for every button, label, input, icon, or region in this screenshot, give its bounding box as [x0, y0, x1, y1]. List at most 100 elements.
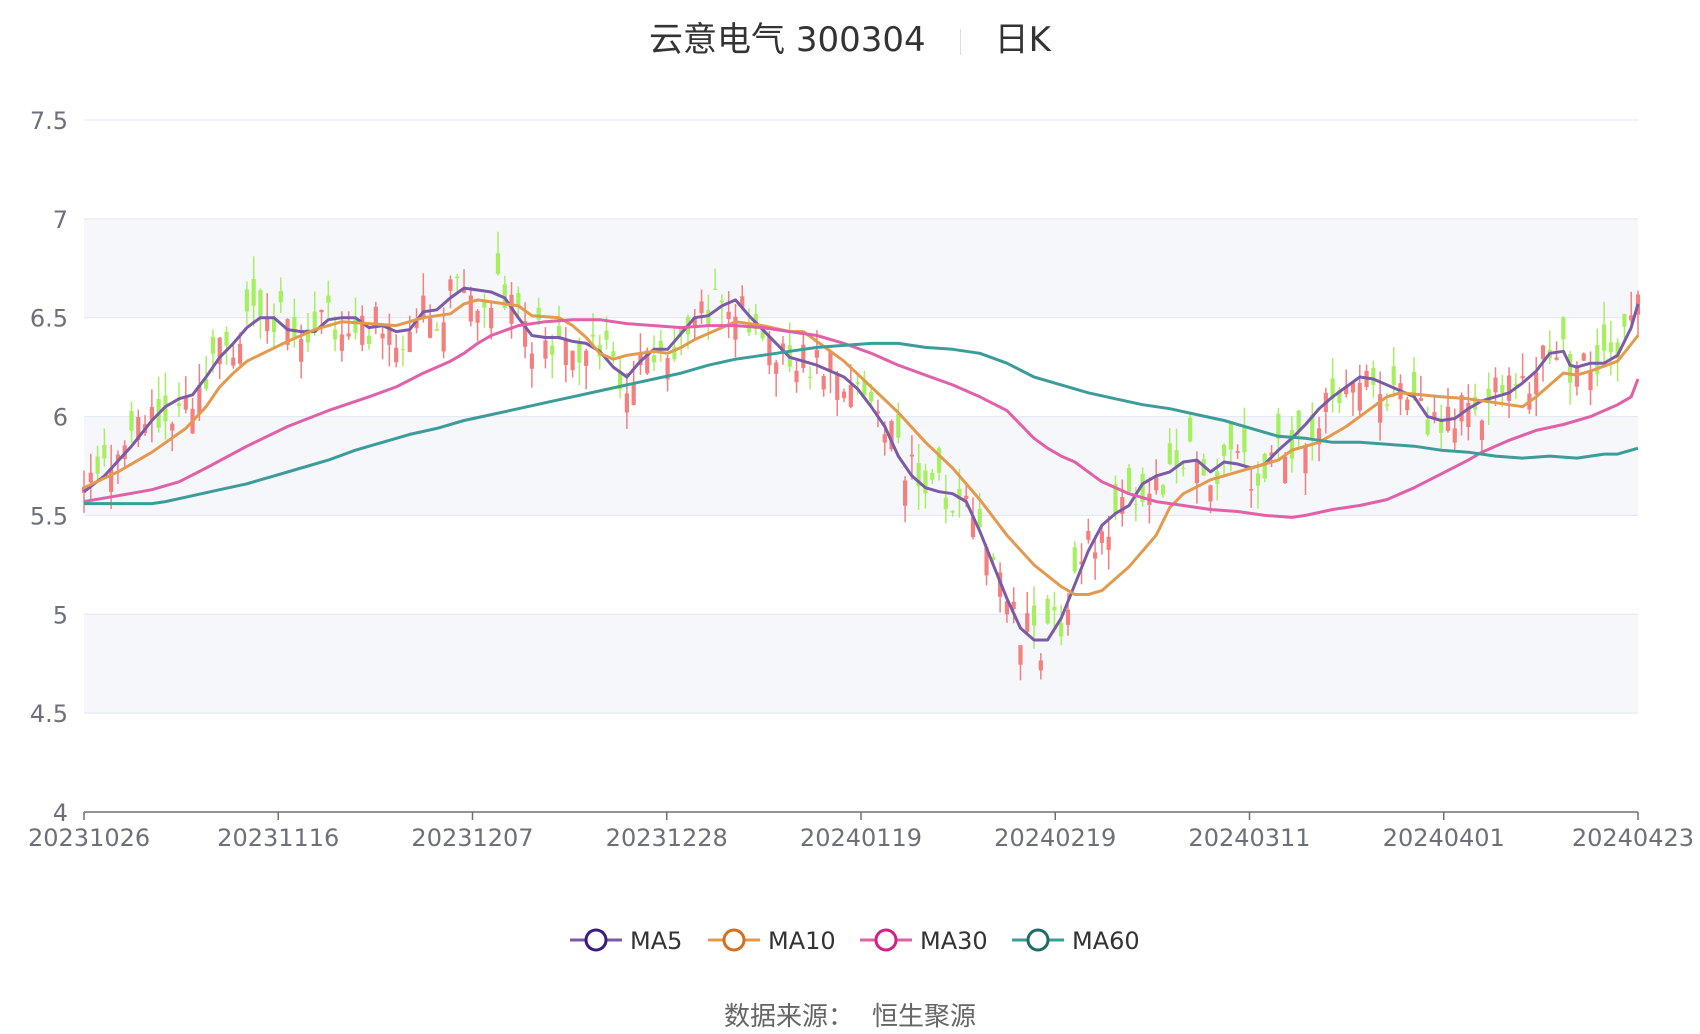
- candle: [231, 344, 236, 369]
- candle-body: [170, 423, 175, 431]
- candle-body: [1350, 381, 1356, 393]
- candle: [1174, 428, 1179, 484]
- candle: [373, 301, 378, 335]
- candle: [794, 361, 799, 393]
- legend-label: MA10: [768, 927, 836, 955]
- candle-body: [1181, 467, 1186, 469]
- candle-body: [427, 318, 433, 338]
- candle-body: [706, 310, 711, 326]
- candle: [468, 286, 473, 327]
- candle-body: [1629, 315, 1634, 321]
- candle: [841, 388, 847, 403]
- y-tick-label: 5.5: [30, 502, 68, 530]
- candle-body: [584, 350, 589, 366]
- candle-body: [733, 316, 738, 340]
- candle-body: [801, 344, 806, 368]
- candle: [719, 294, 724, 326]
- candle: [1086, 518, 1091, 544]
- y-tick-label: 6.5: [30, 305, 68, 333]
- candle: [1330, 358, 1335, 413]
- candle: [665, 355, 670, 392]
- candle-body: [651, 355, 657, 363]
- candle: [332, 316, 338, 352]
- candle: [1534, 356, 1539, 417]
- y-tick-label: 4.5: [30, 700, 68, 728]
- candle-body: [468, 295, 473, 322]
- candle-body: [149, 406, 154, 420]
- candle-body: [1004, 601, 1009, 615]
- candle-body: [1588, 370, 1593, 391]
- candle: [1242, 407, 1247, 466]
- candle-body: [631, 384, 636, 406]
- candle: [455, 274, 460, 291]
- candle-body: [1174, 450, 1179, 468]
- candle: [88, 453, 93, 501]
- x-tick-label: 20240401: [1383, 824, 1505, 852]
- candle: [1160, 483, 1166, 498]
- candle-body: [217, 337, 222, 365]
- candle-body: [957, 488, 962, 500]
- candle: [930, 469, 935, 485]
- candle-body: [991, 556, 996, 561]
- candle-body: [1520, 375, 1525, 379]
- candle-body: [1540, 345, 1546, 360]
- candle-body: [835, 374, 840, 400]
- candle: [536, 297, 541, 326]
- y-tick-label: 6: [53, 404, 68, 432]
- candle-body: [1452, 428, 1457, 443]
- candle-body: [726, 311, 731, 320]
- candle-body: [936, 448, 942, 473]
- candle: [448, 275, 453, 309]
- candle-body: [841, 391, 847, 399]
- candle: [1276, 408, 1281, 462]
- candle-body: [461, 288, 467, 293]
- candle: [156, 376, 161, 433]
- candle-body: [1574, 367, 1580, 387]
- candle: [713, 268, 718, 290]
- candle-body: [360, 315, 365, 345]
- candle-body: [570, 350, 575, 371]
- candle-body: [1391, 366, 1396, 385]
- candle: [889, 419, 894, 452]
- candle: [197, 363, 202, 422]
- candle: [909, 435, 914, 480]
- candle-body: [590, 334, 596, 337]
- candle: [1520, 353, 1525, 384]
- candle-body: [1486, 388, 1491, 402]
- candle-body: [1167, 443, 1172, 465]
- candle: [543, 327, 548, 369]
- candle-body: [1194, 460, 1200, 483]
- candle-body: [407, 331, 412, 352]
- candle-body: [1099, 531, 1104, 543]
- candle: [421, 273, 426, 323]
- candle-body: [271, 318, 277, 333]
- candle-body: [1038, 660, 1043, 671]
- candle-body: [1289, 430, 1295, 459]
- data-source: 数据来源： 恒生聚源: [0, 996, 1700, 1033]
- candle-body: [1106, 536, 1111, 550]
- candle: [1140, 467, 1145, 507]
- candle-body: [930, 472, 935, 480]
- candle: [475, 309, 480, 342]
- title-separator: [959, 29, 961, 55]
- candle: [102, 428, 107, 467]
- candle: [936, 446, 942, 481]
- candle-body: [88, 472, 93, 483]
- period-label: 日K: [994, 20, 1051, 60]
- candle-body: [448, 279, 453, 291]
- candle-body: [672, 346, 677, 360]
- candle-body: [1093, 552, 1098, 559]
- candle: [1167, 428, 1172, 466]
- candle: [875, 399, 881, 428]
- candle-body: [855, 382, 860, 385]
- candle: [394, 334, 399, 368]
- candle: [1418, 375, 1423, 402]
- candle-body: [740, 296, 745, 308]
- candle-body: [1045, 598, 1050, 624]
- series-line-ma5: [83, 286, 1640, 642]
- candle: [224, 326, 229, 365]
- candle-body: [258, 290, 263, 318]
- candle-body: [421, 295, 426, 317]
- candle-body: [1384, 404, 1390, 407]
